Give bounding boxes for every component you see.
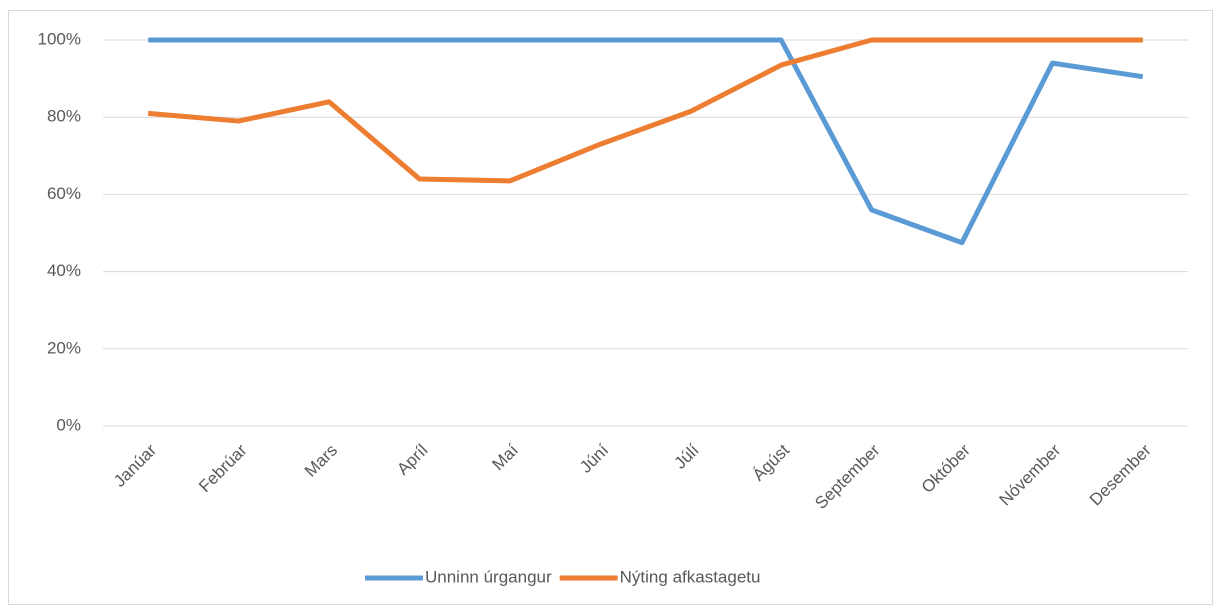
y-tick-label: 100% bbox=[38, 29, 81, 48]
y-tick-label: 20% bbox=[47, 338, 81, 357]
y-tick-label: 0% bbox=[56, 415, 81, 434]
legend-label: Nýting afkastagetu bbox=[620, 567, 761, 586]
line-series bbox=[148, 37, 1144, 246]
legend-label: Unninn úrgangur bbox=[425, 567, 552, 586]
y-tick-label: 60% bbox=[47, 184, 81, 203]
y-tick-label: 80% bbox=[47, 107, 81, 126]
chart-border bbox=[8, 10, 1213, 605]
line-series bbox=[147, 37, 1143, 184]
y-tick-label: 40% bbox=[47, 261, 81, 280]
